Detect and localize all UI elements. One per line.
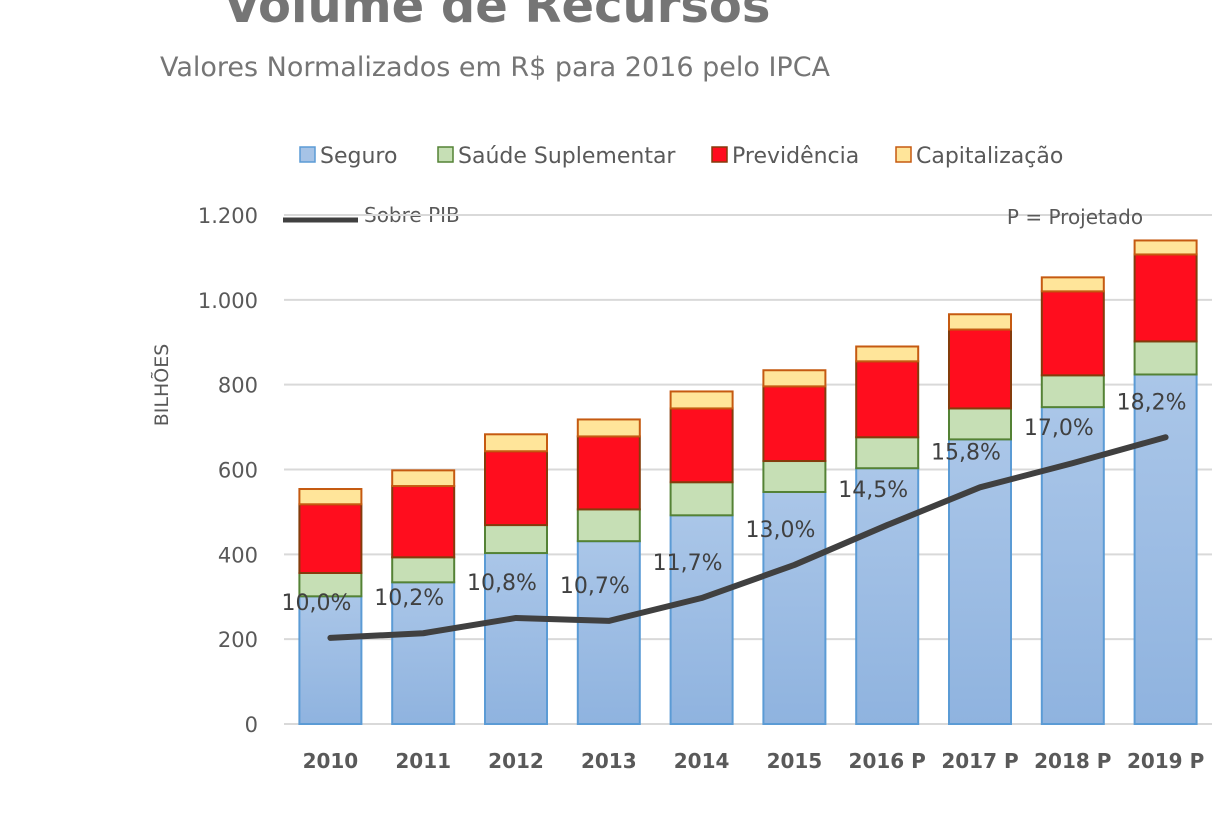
bar-capitaliza-o-8 <box>1040 276 1105 293</box>
bar-sa-de-suplementar-8 <box>1040 374 1105 409</box>
bar-sa-de-suplementar-1 <box>391 556 456 584</box>
x-tick-label: 2010 <box>303 749 359 773</box>
legend-label: Previdência <box>732 144 859 169</box>
bar-sa-de-suplementar-9 <box>1133 340 1198 376</box>
line-data-label: 11,7% <box>653 551 723 576</box>
line-sobre-pib <box>327 434 1169 641</box>
legend-label: Seguro <box>320 144 397 169</box>
legend: Seguro Saúde Suplementar Previdência Capita… <box>283 144 1063 227</box>
bar-capitaliza-o-3 <box>576 418 641 438</box>
line-data-label: 18,2% <box>1117 390 1187 415</box>
line-data-label: 10,7% <box>560 574 630 599</box>
legend-swatch <box>711 146 728 163</box>
bar-seguro-6 <box>855 467 920 726</box>
line-data-label: 17,0% <box>1024 416 1094 441</box>
bar-capitaliza-o-0 <box>298 488 363 506</box>
y-tick-label: 1.000 <box>198 289 258 313</box>
bar-capitaliza-o-1 <box>391 469 456 488</box>
bar-previd-ncia-1 <box>391 485 456 559</box>
line-data-label: 10,8% <box>467 571 537 596</box>
bar-sa-de-suplementar-2 <box>484 524 548 555</box>
bar-seguro-9 <box>1133 373 1198 725</box>
bar-seguro-4 <box>669 514 734 725</box>
line-data-label: 10,0% <box>281 591 351 616</box>
y-tick-label: 1.200 <box>198 204 258 228</box>
x-tick-label: 2014 <box>674 749 730 773</box>
chart-subtitle: Valores Normalizados em R$ para 2016 pel… <box>160 52 831 83</box>
y-tick-label: 400 <box>218 543 258 567</box>
line-series: 10,0% 10,2% 10,8% 10,7% 11,7% 13,0% 14,5% 15,8%… <box>281 390 1187 641</box>
y-axis-label: BILHÕES <box>150 344 173 427</box>
x-tick-label: 2012 <box>488 749 544 773</box>
bar-previd-ncia-4 <box>669 407 734 484</box>
bar-capitaliza-o-4 <box>669 390 734 410</box>
x-tick-label: 2017 P <box>941 749 1018 773</box>
bar-sa-de-suplementar-4 <box>669 481 734 517</box>
bars <box>298 239 1198 726</box>
bar-previd-ncia-9 <box>1133 253 1198 343</box>
axes: 0 200 400 600 800 1.000 1.200 2010 2011 2012 2013 2… <box>198 204 1204 773</box>
bar-capitaliza-o-2 <box>484 433 548 453</box>
bar-sa-de-suplementar-3 <box>576 508 641 543</box>
line-data-label: 15,8% <box>931 440 1001 465</box>
legend-swatch <box>299 146 316 163</box>
y-tick-label: 200 <box>218 628 258 652</box>
x-tick-label: 2016 P <box>849 749 926 773</box>
bar-capitaliza-o-5 <box>762 369 827 388</box>
x-tick-label: 2011 <box>395 749 451 773</box>
x-tick-label: 2018 P <box>1034 749 1111 773</box>
bar-previd-ncia-8 <box>1040 290 1105 377</box>
line-data-label: 10,2% <box>374 586 444 611</box>
line-data-label: 14,5% <box>838 478 908 503</box>
bar-previd-ncia-6 <box>855 360 920 439</box>
legend-swatch <box>437 146 454 163</box>
bar-sa-de-suplementar-7 <box>948 407 1012 441</box>
bar-sa-de-suplementar-6 <box>855 436 920 470</box>
chart-title: Volume de Recursos <box>224 0 771 34</box>
bar-capitaliza-o-9 <box>1133 239 1198 256</box>
bar-previd-ncia-7 <box>948 328 1012 410</box>
bar-previd-ncia-2 <box>484 450 548 527</box>
bar-seguro-5 <box>762 490 827 725</box>
y-tick-label: 0 <box>245 713 258 737</box>
bar-capitaliza-o-7 <box>948 313 1012 331</box>
y-tick-label: 800 <box>218 374 258 398</box>
x-tick-label: 2013 <box>581 749 637 773</box>
legend-label: Capitalização <box>916 144 1063 169</box>
bar-seguro-3 <box>576 540 641 725</box>
bar-seguro-1 <box>391 581 456 725</box>
bar-previd-ncia-3 <box>576 435 641 511</box>
legend-label: Saúde Suplementar <box>458 144 676 169</box>
line-data-label: 13,0% <box>745 518 815 543</box>
annotation-projetado: P = Projetado <box>1007 205 1143 229</box>
legend-swatch <box>895 146 912 163</box>
y-tick-label: 600 <box>218 459 258 483</box>
bar-previd-ncia-0 <box>298 503 363 574</box>
x-tick-label: 2015 <box>767 749 823 773</box>
bar-previd-ncia-5 <box>762 385 827 463</box>
x-tick-label: 2019 P <box>1127 749 1204 773</box>
bar-capitaliza-o-6 <box>855 345 920 363</box>
bar-sa-de-suplementar-5 <box>762 460 827 493</box>
